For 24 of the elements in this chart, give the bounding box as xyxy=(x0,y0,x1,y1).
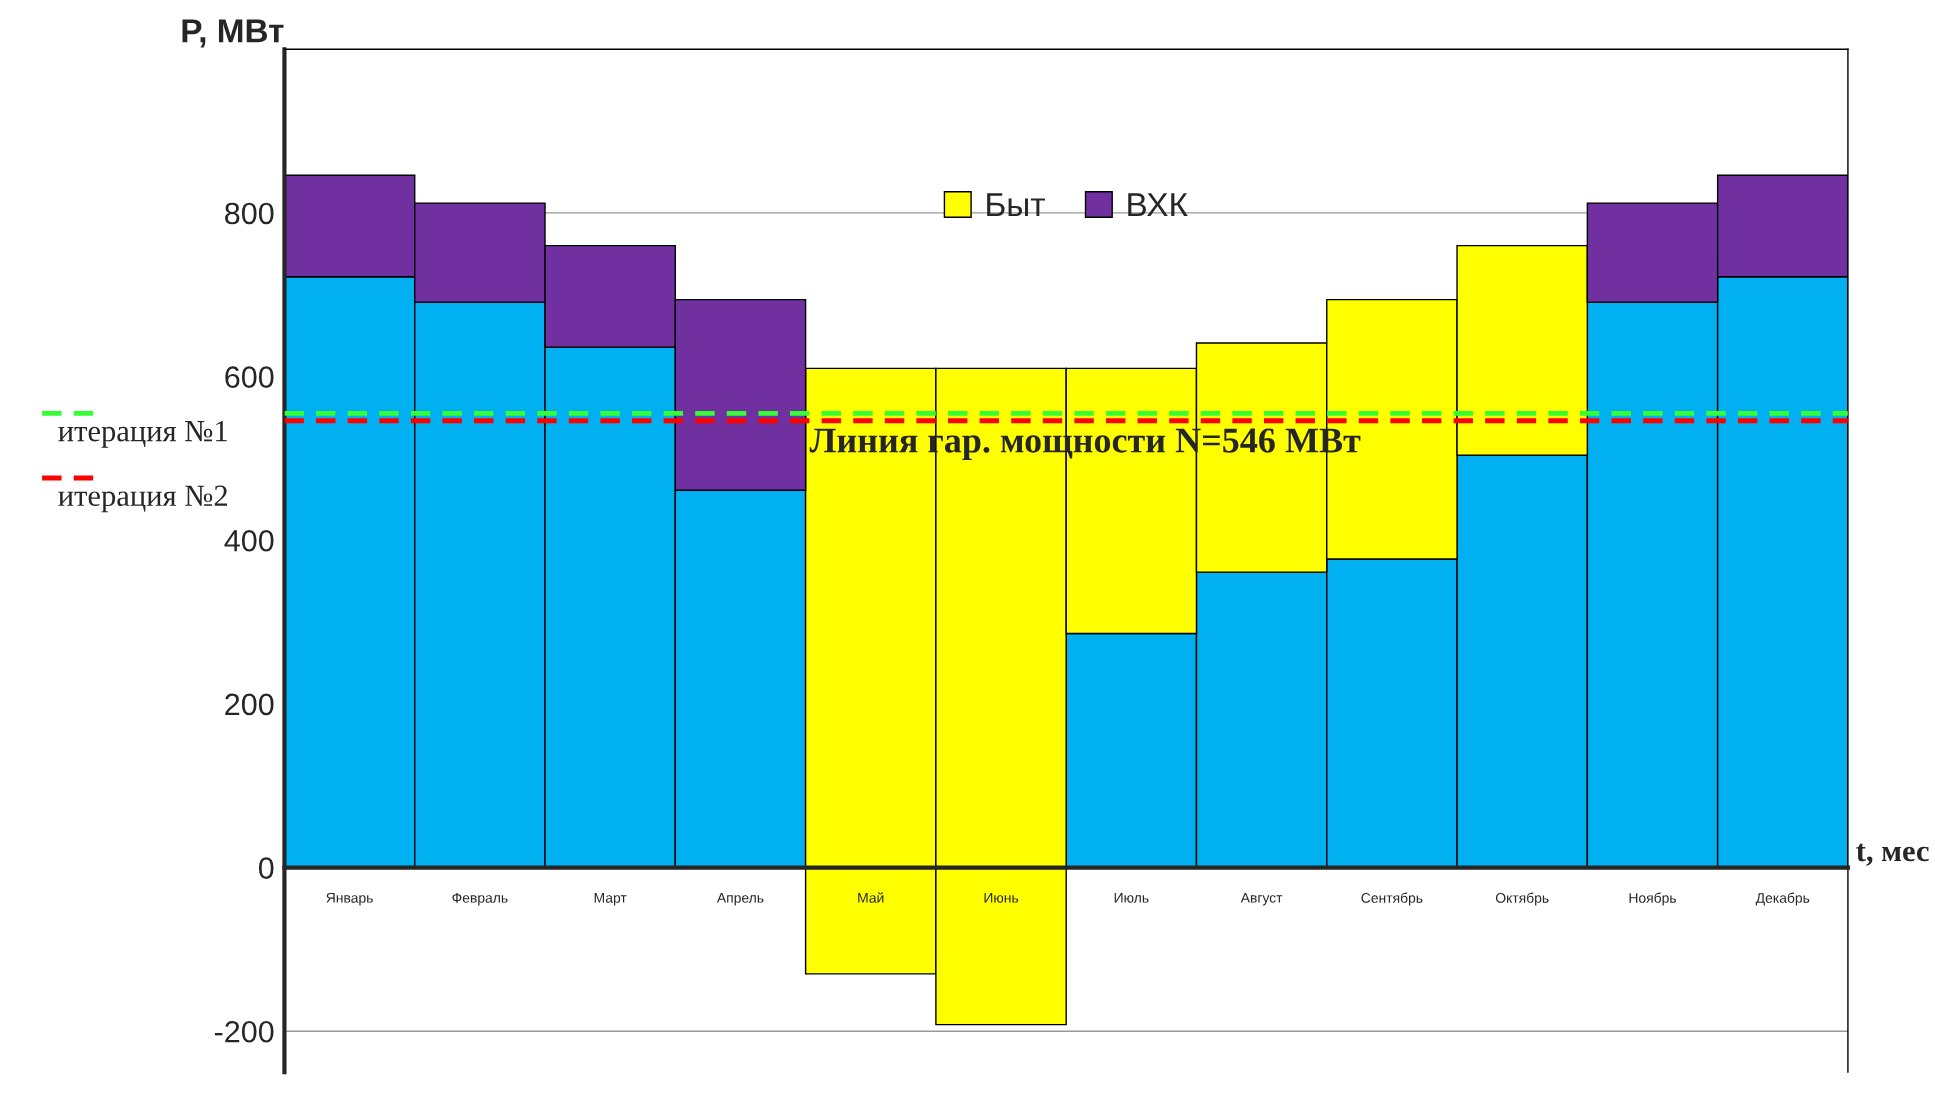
y-tick-label: 200 xyxy=(225,693,274,716)
y-tick-label: 0 xyxy=(258,857,274,879)
legend-label: Быт xyxy=(987,193,1045,217)
y-tick-label: -200 xyxy=(214,1020,274,1043)
x-tick-label: Июль xyxy=(1114,893,1149,903)
x-tick-label: Май xyxy=(858,892,884,903)
ref-line-label: итерация №1 xyxy=(58,420,227,448)
ref-line-label: итерация №2 xyxy=(58,485,227,513)
y-tick-label: 600 xyxy=(225,366,274,388)
x-tick-label: Август xyxy=(1240,893,1283,906)
x-tick-label: Февраль xyxy=(452,892,508,906)
x-tick-label: Январь xyxy=(326,893,373,906)
x-tick-label: Ноябрь xyxy=(1629,892,1677,906)
x-tick-label: Июнь xyxy=(984,893,1019,903)
x-tick-label: Март xyxy=(594,893,627,906)
legend-label: ВХК xyxy=(1128,193,1188,217)
x-tick-label: Сентябрь xyxy=(1361,892,1423,906)
x-axis-title: t, мес xyxy=(1856,843,1929,866)
y-tick-label: 800 xyxy=(225,202,274,225)
x-tick-label: Декабрь xyxy=(1755,892,1810,906)
x-tick-label: Апрель xyxy=(716,893,764,906)
y-axis-title: P, МВт xyxy=(182,19,284,48)
y-tick-label: 400 xyxy=(224,529,274,552)
x-tick-label: Октябрь xyxy=(1495,892,1549,906)
